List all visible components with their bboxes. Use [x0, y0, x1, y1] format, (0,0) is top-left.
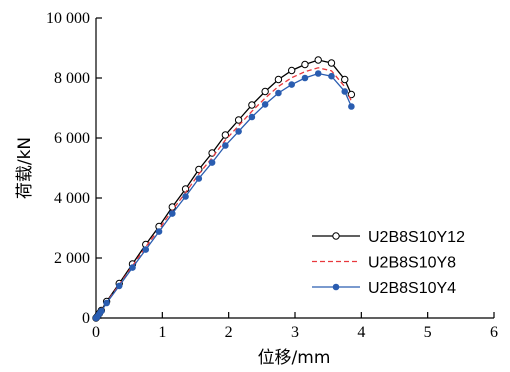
data-point — [195, 175, 203, 182]
data-point — [155, 228, 163, 235]
legend-entry: U2B8S10Y4 — [312, 280, 456, 297]
series-layer — [92, 56, 356, 322]
x-tick-label: 5 — [424, 324, 432, 341]
y-tick-label: 4 000 — [54, 190, 90, 207]
data-point — [235, 128, 242, 135]
legend-entry: U2B8S10Y8 — [312, 255, 456, 272]
data-point — [328, 72, 335, 80]
data-point — [248, 101, 256, 109]
x-tick-label: 0 — [92, 324, 100, 341]
data-point — [348, 103, 355, 110]
data-point — [261, 101, 269, 108]
series-U2B8S10Y4 — [92, 70, 355, 322]
legend-entry: U2B8S10Y12 — [312, 229, 465, 246]
data-point — [129, 264, 136, 271]
data-point — [314, 56, 322, 64]
y-tick-label: 2 000 — [54, 250, 90, 267]
legend-label: U2B8S10Y8 — [368, 255, 456, 272]
data-point — [142, 246, 150, 253]
series-line — [95, 59, 352, 319]
data-point — [234, 116, 243, 124]
y-tick-label: 6 000 — [54, 130, 90, 147]
data-point — [287, 66, 296, 75]
series-line — [95, 67, 352, 319]
x-axis-title: 位移/mm — [258, 348, 331, 368]
data-point — [248, 113, 256, 121]
axes: 0 2 000 4 000 6 000 8 000 10 000 0 1 2 3 4 5 6 — [46, 10, 498, 341]
x-tick-label: 4 — [357, 324, 365, 341]
legend-label: U2B8S10Y12 — [368, 229, 465, 246]
data-point — [222, 142, 229, 149]
x-tick-label: 3 — [291, 324, 299, 341]
data-point — [301, 74, 309, 82]
y-tick-label: 10 000 — [46, 10, 90, 27]
y-tick-label: 0 — [82, 310, 90, 327]
data-point — [341, 75, 349, 84]
data-point — [314, 70, 322, 77]
legend-swatch-marker — [332, 232, 340, 240]
y-axis-title: 荷载/kN — [15, 137, 35, 199]
series-line — [95, 72, 352, 319]
data-point — [288, 81, 295, 88]
data-point — [301, 60, 309, 69]
data-point — [261, 87, 269, 96]
data-point — [275, 89, 282, 97]
legend-label: U2B8S10Y4 — [368, 280, 456, 297]
data-point — [274, 75, 283, 84]
y-tick-label: 8 000 — [54, 70, 90, 87]
x-tick-label: 2 — [225, 324, 233, 341]
data-point — [208, 159, 216, 166]
x-tick-label: 1 — [158, 324, 166, 341]
data-point — [221, 131, 230, 139]
data-point — [103, 299, 110, 307]
legend: U2B8S10Y12 U2B8S10Y8 U2B8S10Y4 — [312, 229, 465, 297]
data-point — [341, 88, 349, 95]
data-point — [182, 193, 189, 200]
data-point — [168, 210, 176, 217]
data-point — [181, 185, 190, 193]
data-point — [115, 282, 123, 290]
data-point — [98, 307, 105, 315]
legend-swatch-marker — [332, 283, 340, 291]
data-point — [327, 59, 336, 67]
x-tick-label: 6 — [490, 324, 498, 341]
series-U2B8S10Y12 — [92, 56, 356, 322]
series-U2B8S10Y8 — [95, 67, 352, 319]
